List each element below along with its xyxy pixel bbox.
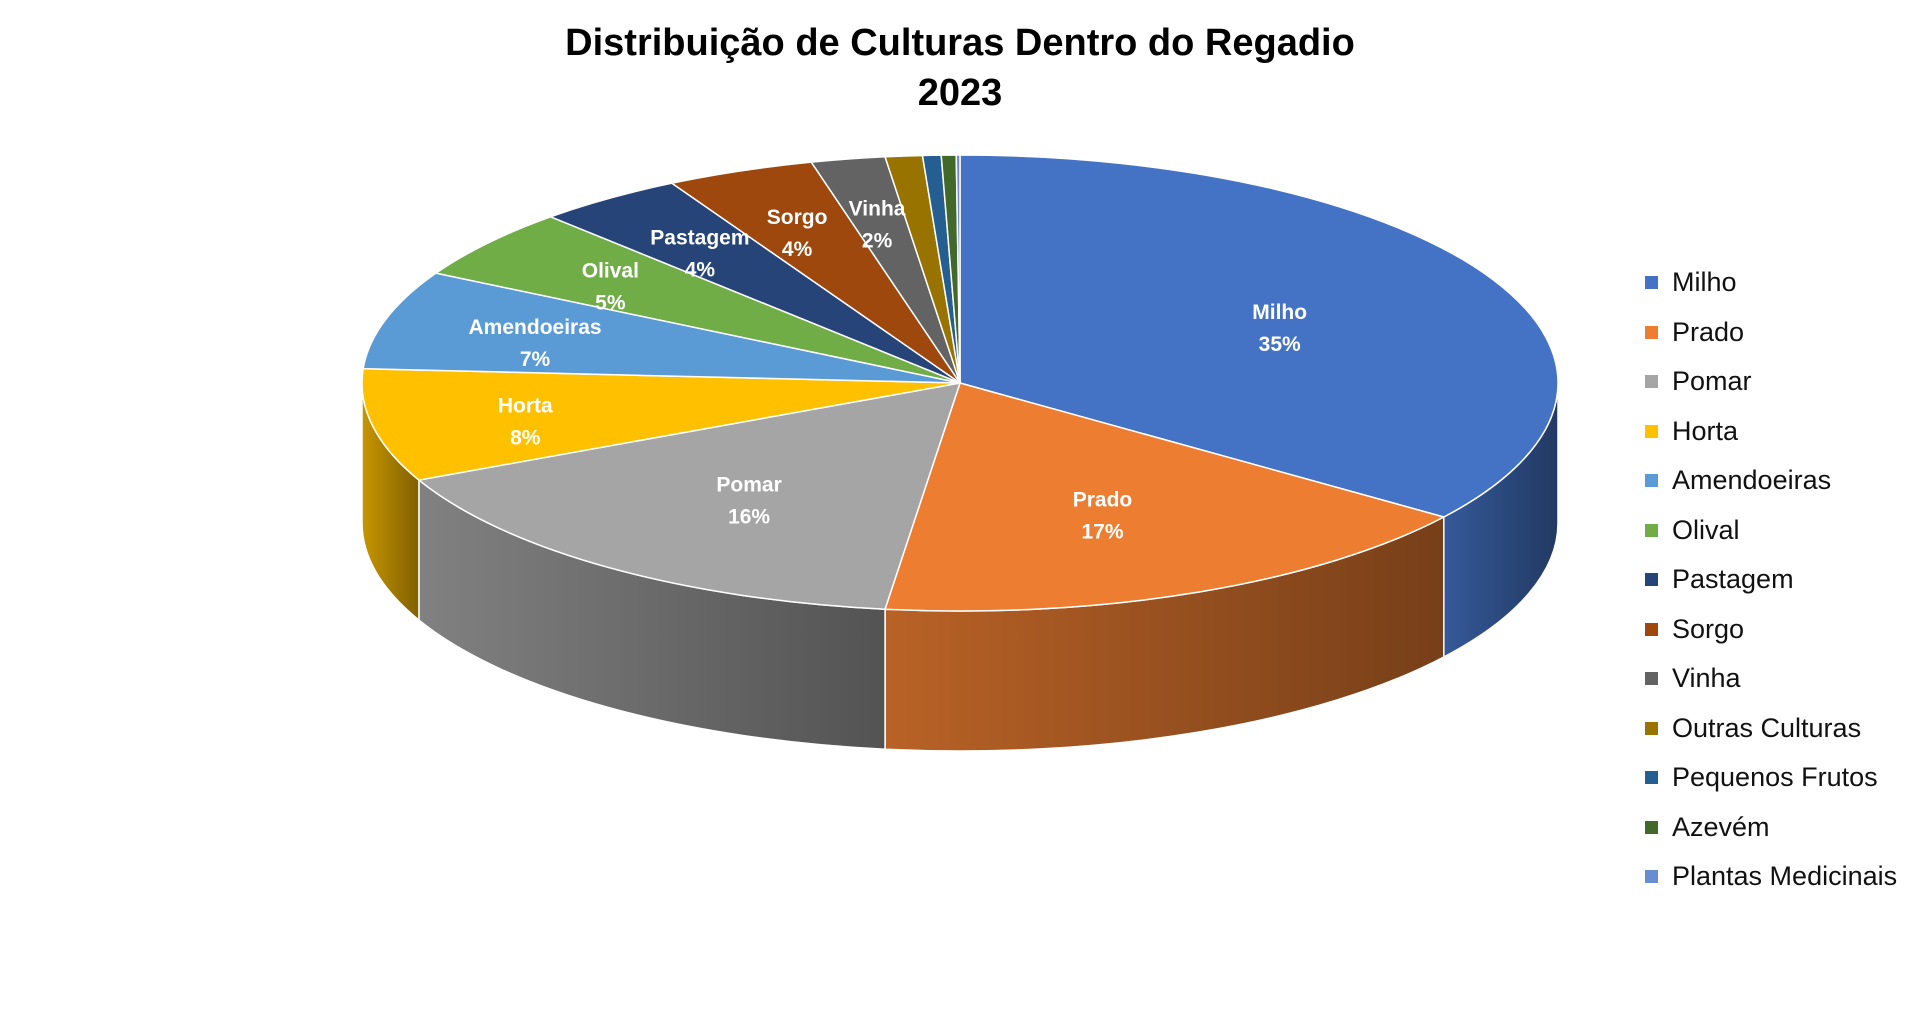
pie-slice-prado: [884, 382, 1446, 612]
legend-swatch: [1645, 672, 1658, 686]
legend-swatch: [1645, 820, 1658, 834]
legend-item-plantas-medicinais: Plantas Medicinais: [1645, 852, 1897, 902]
pie-slice-plantas-medicinais: [955, 154, 961, 384]
legend-item-vinha: Vinha: [1645, 654, 1897, 704]
legend-item-olival: Olival: [1645, 506, 1897, 556]
legend-label: Pomar: [1672, 366, 1752, 397]
legend-item-pequenos-frutos: Pequenos Frutos: [1645, 753, 1897, 803]
legend-swatch: [1645, 573, 1658, 587]
legend-label: Pequenos Frutos: [1672, 762, 1878, 793]
legend-item-pomar: Pomar: [1645, 357, 1897, 407]
legend-swatch: [1645, 721, 1658, 735]
legend-item-outras-culturas: Outras Culturas: [1645, 704, 1897, 754]
data-label-pastagem: Pastagem 4%: [650, 227, 749, 282]
legend-item-amendoeiras: Amendoeiras: [1645, 456, 1897, 506]
pie-side-walls: [361, 382, 1559, 752]
pie-slice-pomar: [417, 382, 962, 610]
legend-item-horta: Horta: [1645, 407, 1897, 457]
legend-item-azevem: Azevém: [1645, 803, 1897, 853]
legend-label: Vinha: [1672, 663, 1741, 694]
legend-label: Azevém: [1672, 811, 1770, 842]
legend-item-milho: Milho: [1645, 258, 1897, 308]
legend-swatch: [1645, 870, 1658, 884]
legend-swatch: [1645, 622, 1658, 636]
chart-title: Distribuição de Culturas Dentro do Regad…: [400, 18, 1520, 118]
legend-label: Pastagem: [1672, 564, 1794, 595]
legend-swatch: [1645, 276, 1658, 290]
legend-swatch: [1645, 325, 1658, 339]
chart-title-year: 2023: [917, 72, 1003, 114]
legend-label: Prado: [1672, 316, 1745, 347]
data-label-prado: Prado 17%: [1073, 489, 1133, 544]
data-label-horta: Horta 8%: [498, 395, 553, 450]
data-label-olival: Olival 5%: [582, 260, 639, 315]
legend-label: Amendoeiras: [1672, 465, 1832, 496]
pie-slice-amendoeiras: [362, 272, 961, 384]
pie-slice-olival: [434, 215, 961, 384]
pie-slices: [361, 154, 1559, 612]
data-label-amendoeiras: Amendoeiras 7%: [469, 316, 602, 371]
legend-label: Plantas Medicinais: [1672, 861, 1898, 892]
legend-label: Milho: [1672, 267, 1737, 298]
data-labels: Milho 35% Prado 17% Pomar 16% Horta 8% Amendoeir…: [469, 197, 1308, 543]
legend-swatch: [1645, 771, 1658, 785]
legend-item-pastagem: Pastagem: [1645, 555, 1897, 605]
legend-swatch: [1645, 474, 1658, 488]
legend-label: Olival: [1672, 514, 1740, 545]
data-label-vinha: Vinha 2%: [849, 197, 906, 252]
chart-title-main: Distribuição de Culturas Dentro do Regad…: [565, 22, 1355, 64]
legend-label: Horta: [1672, 415, 1739, 446]
pie-slice-horta: [361, 367, 961, 481]
legend-label: Sorgo: [1672, 613, 1745, 644]
legend-item-prado: Prado: [1645, 308, 1897, 358]
legend-swatch: [1645, 523, 1658, 537]
legend-item-sorgo: Sorgo: [1645, 605, 1897, 655]
legend-swatch: [1645, 424, 1658, 438]
legend-swatch: [1645, 375, 1658, 389]
data-label-pomar: Pomar 16%: [716, 474, 781, 529]
data-label-sorgo: Sorgo 4%: [767, 206, 828, 261]
chart-legend: Milho Prado Pomar Horta Amendoeiras Olival Pas…: [1645, 258, 1897, 902]
pie-slice-milho: [959, 154, 1559, 518]
data-label-milho: Milho 35%: [1252, 301, 1307, 356]
legend-label: Outras Culturas: [1672, 712, 1862, 743]
